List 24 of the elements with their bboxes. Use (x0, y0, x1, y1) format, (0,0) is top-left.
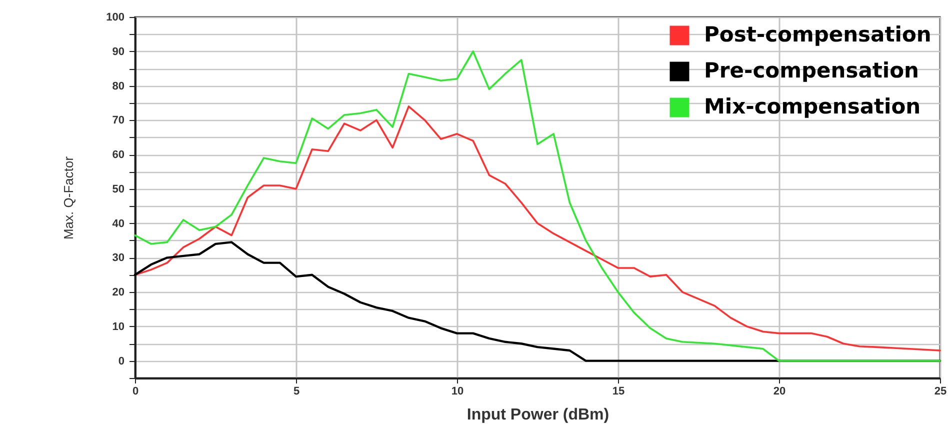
y-tick-label: 80 (112, 80, 124, 92)
y-tick-label: 90 (112, 46, 124, 58)
x-tick-label: 15 (612, 386, 625, 398)
legend-label: Mix-compensation (704, 94, 921, 118)
y-tick-label: 100 (106, 12, 124, 24)
y-tick-label: 40 (112, 218, 124, 230)
y-tick-label: 60 (112, 149, 124, 162)
x-axis-title: Input Power (dBm) (466, 406, 610, 424)
x-tick-label: 25 (934, 386, 947, 398)
legend-label: Pre-compensation (704, 58, 919, 82)
legend-label: Post-compensation (704, 22, 932, 46)
line-series (134, 50, 941, 362)
y-axis-title: Max. Q-Factor (61, 156, 76, 240)
y-tick-label: 50 (112, 183, 124, 196)
y-tick-label: 70 (112, 114, 124, 127)
x-tick-label: 5 (293, 386, 300, 398)
line-series (134, 241, 942, 362)
x-tick-label: 0 (132, 386, 139, 398)
y-tick-label: 20 (112, 286, 124, 299)
y-tick-label: 0 (118, 355, 124, 368)
x-tick-label: 10 (451, 386, 464, 398)
y-tick-label: 10 (112, 320, 124, 333)
y-tick-label: 30 (112, 252, 124, 264)
x-tick-label: 20 (773, 386, 786, 398)
